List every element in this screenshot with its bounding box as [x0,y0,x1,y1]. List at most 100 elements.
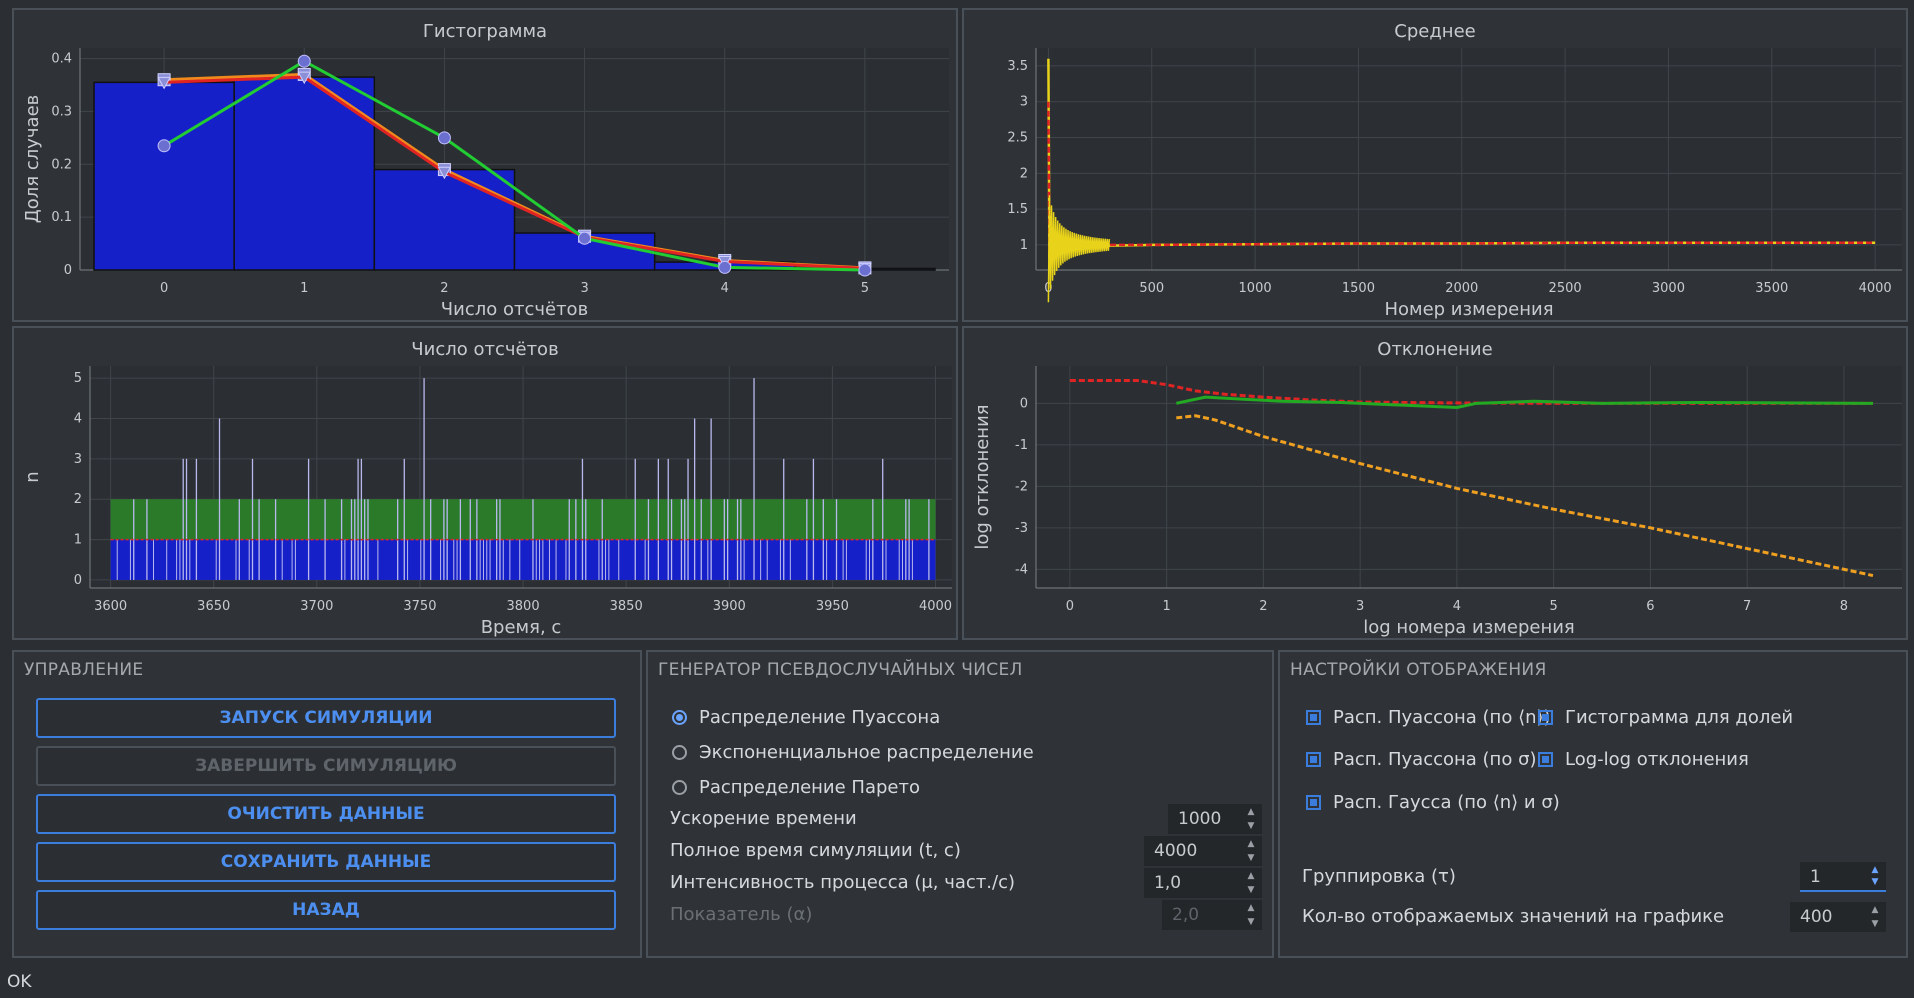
checkbox-poisson-mean[interactable]: Расп. Пуассона (по ⟨n⟩) [1306,704,1551,730]
spin-up-icon[interactable]: ▲ [1247,871,1255,881]
checkbox-poisson-sigma[interactable]: Расп. Пуассона (по σ) [1306,746,1537,772]
intensity-spinbox[interactable]: 1,0 ▲ ▼ [1144,868,1262,898]
spin-down-icon[interactable]: ▼ [1247,885,1255,895]
checkbox-hist-fraction-label: Гистограмма для долей [1565,706,1794,728]
save-data-button[interactable]: СОХРАНИТЬ ДАННЫЕ [36,842,616,882]
y-tick-label: 2 [1020,166,1028,181]
chart-title: Гистограмма [423,21,547,42]
alpha-value: 2,0 [1172,905,1200,925]
counts-panel: 3600 3650 3700 3750 3800 3850 3900 3950 4000 0 1 2 3… [12,326,958,640]
y-tick-label: 0.4 [51,52,72,67]
checkbox-gauss-label: Расп. Гаусса (по ⟨n⟩ и σ) [1333,791,1560,813]
x-tick-label: 1000 [1239,281,1272,296]
x-tick-label: 3 [580,281,588,296]
spin-down-icon[interactable]: ▼ [1247,853,1255,863]
stop-simulation-button[interactable]: ЗАВЕРШИТЬ СИМУЛЯЦИЮ [36,746,616,786]
checkbox-gauss[interactable]: Расп. Гаусса (по ⟨n⟩ и σ) [1306,789,1560,815]
start-simulation-button[interactable]: ЗАПУСК СИМУЛЯЦИИ [36,698,616,738]
x-tick-label: 2500 [1549,281,1582,296]
radio-pareto-label: Распределение Парето [699,776,920,798]
radio-poisson[interactable]: Распределение Пуассона [672,704,940,730]
alpha-spinbox[interactable]: 2,0 ▲ ▼ [1162,900,1262,930]
x-tick-label: 4000 [919,599,952,614]
intensity-label: Интенсивность процесса (μ, част./с) [670,872,1016,893]
alpha-label: Показатель (α) [670,904,813,925]
x-tick-label: 1 [1162,599,1170,614]
series-marker-circle [858,263,872,277]
checkbox-hist-fraction[interactable]: Гистограмма для долей [1538,704,1793,730]
chart-title: Отклонение [1377,339,1492,360]
spin-down-icon[interactable]: ▼ [1871,877,1879,887]
x-axis-label: Время, с [481,617,562,638]
x-axis-label: Число отсчётов [441,299,588,320]
spin-down-icon[interactable]: ▼ [1871,919,1879,929]
histogram-bar [93,81,235,271]
radio-exponential-label: Экспоненциальное распределение [699,741,1034,763]
x-tick-label: 3 [1356,599,1364,614]
checkbox-checked-icon [1538,709,1553,725]
y-tick-label: 2.5 [1007,131,1028,146]
deviation-panel: 0 1 2 3 4 5 6 7 8 0 -1 -2 -3 -4 Отклонение log номера и… [962,326,1908,640]
speed-value: 1000 [1178,809,1222,829]
y-tick-label: 5 [74,371,82,386]
checkbox-checked-icon [1306,794,1321,810]
x-tick-label: 0 [1066,599,1074,614]
plot-area [1036,48,1902,270]
speed-label: Ускорение времени [670,808,857,829]
series-line [164,75,865,270]
spin-down-icon[interactable]: ▼ [1247,821,1255,831]
y-tick-label: 0 [64,263,72,278]
y-tick-label: 0 [1020,396,1028,411]
grouping-spinbox[interactable]: 1 ▲ ▼ [1800,862,1886,892]
y-tick-label: 2 [74,492,82,507]
series-marker-circle [297,54,311,68]
x-tick-label: 6 [1646,599,1654,614]
x-tick-label: 3700 [300,599,333,614]
display-count-spinbox[interactable]: 400 ▲ ▼ [1790,902,1886,932]
back-button[interactable]: НАЗАД [36,890,616,930]
x-tick-label: 3800 [507,599,540,614]
x-tick-label: 8 [1840,599,1848,614]
checkbox-loglog[interactable]: Log-log отклонения [1538,746,1749,772]
x-tick-label: 7 [1743,599,1751,614]
grouping-value: 1 [1810,867,1821,887]
display-count-label: Кол-во отображаемых значений на графике [1302,906,1725,927]
y-tick-label: 0.1 [51,210,72,225]
x-tick-label: 5 [1550,599,1558,614]
checkbox-poisson-sigma-label: Расп. Пуассона (по σ) [1333,748,1537,770]
spin-up-icon[interactable]: ▲ [1247,903,1255,913]
display-title: НАСТРОЙКИ ОТОБРАЖЕНИЯ [1290,660,1547,680]
mean-panel: 0 500 1000 1500 2000 2500 3000 3500 4000 1 1.5 2 2.5… [962,8,1908,322]
x-tick-label: 3500 [1755,281,1788,296]
spin-down-icon[interactable]: ▼ [1247,917,1255,927]
speed-spinbox[interactable]: 1000 ▲ ▼ [1168,804,1262,834]
radio-pareto[interactable]: Распределение Парето [672,774,920,800]
spin-up-icon[interactable]: ▲ [1871,865,1879,875]
status-text: OK [7,972,32,992]
checkbox-checked-icon [1306,709,1321,725]
chart-title: Число отсчётов [411,339,558,360]
radio-poisson-label: Распределение Пуассона [699,706,941,728]
chart-title: Среднее [1394,21,1475,42]
series-marker-triangle [437,166,452,180]
spin-up-icon[interactable]: ▲ [1871,905,1879,915]
checkbox-checked-icon [1306,751,1321,767]
deviation-series-line [1175,395,1873,410]
generator-panel: ГЕНЕРАТОР ПСЕВДОСЛУЧАЙНЫХ ЧИСЕЛ Распреде… [646,650,1274,958]
spin-up-icon[interactable]: ▲ [1247,839,1255,849]
counts-base [110,539,936,580]
clear-data-button[interactable]: ОЧИСТИТЬ ДАННЫЕ [36,794,616,834]
y-tick-label: 0 [74,573,82,588]
x-tick-label: 3850 [610,599,643,614]
total-time-spinbox[interactable]: 4000 ▲ ▼ [1144,836,1262,866]
spin-up-icon[interactable]: ▲ [1247,807,1255,817]
series-marker-circle [718,260,732,274]
y-tick-label: -4 [1015,562,1028,577]
mean-noise-line [1047,195,1111,303]
x-tick-label: 0 [160,281,168,296]
x-tick-label: 3900 [713,599,746,614]
radio-exponential[interactable]: Экспоненциальное распределение [672,739,1034,765]
x-tick-label: 4000 [1859,281,1892,296]
display-count-value: 400 [1800,907,1833,927]
counts-chart: 3600 3650 3700 3750 3800 3850 3900 3950 4000 0 1 2 3… [22,339,952,638]
